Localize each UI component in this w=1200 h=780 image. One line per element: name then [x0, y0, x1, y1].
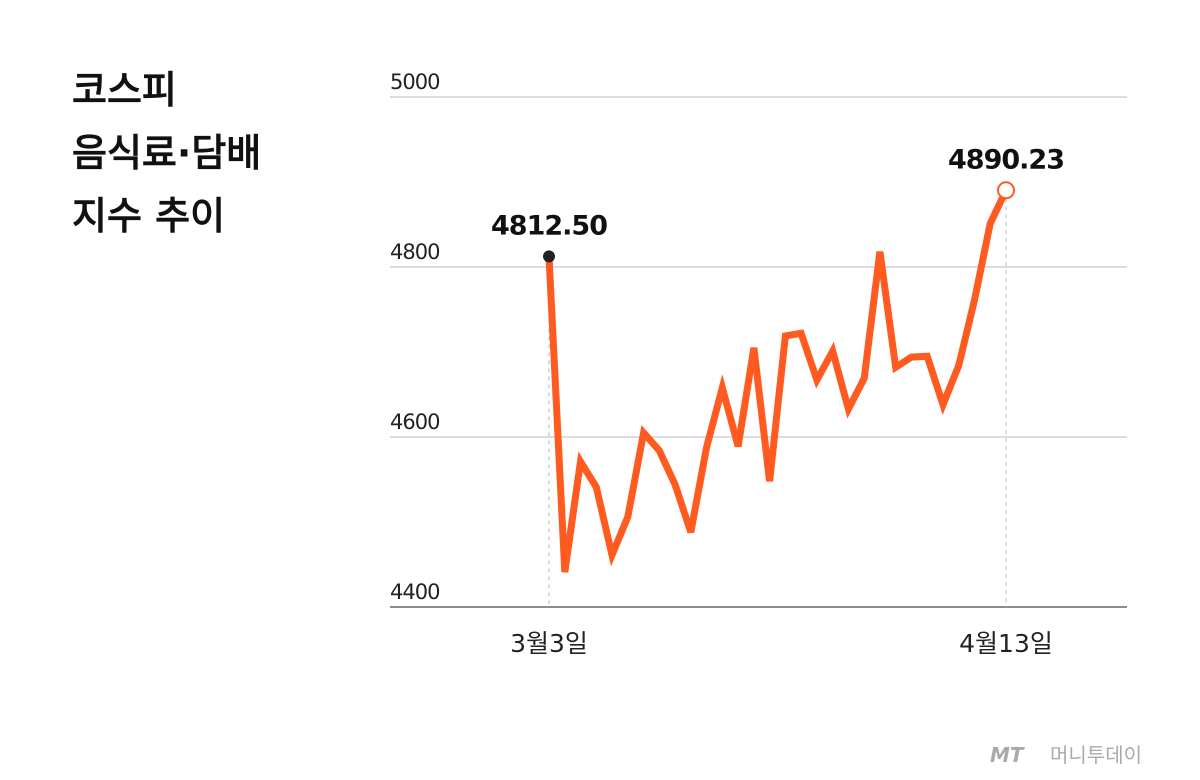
value-label: 4812.50 — [491, 210, 607, 241]
line-series — [545, 188, 1010, 573]
chart-title: 코스피 — [72, 68, 177, 112]
point-marker — [543, 250, 555, 263]
y-tick-label: 4400 — [390, 580, 439, 604]
source: 머니투데이 — [1050, 743, 1142, 767]
y-tick-label: 5000 — [390, 70, 439, 94]
chart-title: 음식료·담배 — [72, 131, 261, 175]
y-tick-label: 4600 — [390, 410, 439, 434]
logo: MT — [990, 743, 1025, 767]
x-tick-label: 3월3일 — [510, 629, 588, 658]
y-tick-label: 4800 — [390, 240, 439, 264]
point-marker — [997, 181, 1015, 200]
chart-title: 지수 추이 — [72, 194, 225, 238]
value-label: 4890.23 — [948, 144, 1064, 175]
x-tick-label: 4월13일 — [959, 629, 1053, 658]
